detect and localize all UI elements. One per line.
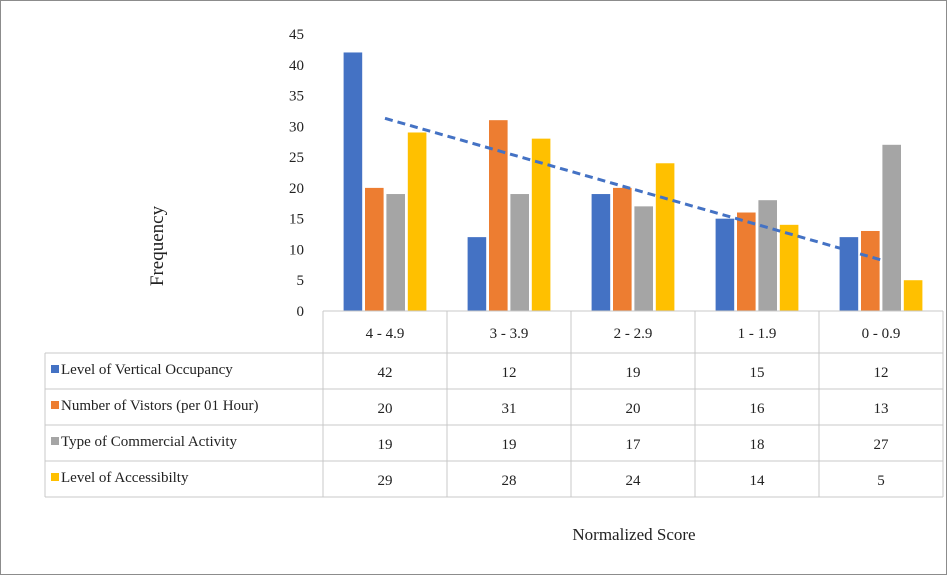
y-tick-label: 35	[289, 89, 304, 105]
legend-swatch	[51, 401, 59, 409]
y-tick-label: 20	[289, 181, 304, 197]
data-table-cell: 15	[750, 365, 765, 381]
bar	[343, 52, 363, 311]
trendline-group	[384, 116, 882, 262]
bar	[861, 230, 880, 311]
legend-swatch	[51, 365, 59, 373]
bar	[613, 187, 632, 311]
category-label: 2 - 2.9	[614, 326, 653, 342]
data-table-cell: 17	[626, 437, 642, 453]
y-axis-ticks: 0 5 10 15 20 25 30 35 40 45	[289, 27, 304, 320]
data-table-cell: 16	[750, 401, 766, 417]
data-table-cell: 42	[378, 365, 393, 381]
data-table-cell: 13	[874, 401, 889, 417]
bar	[737, 212, 756, 311]
bar	[591, 194, 611, 311]
legend-entry: Level of Accessibilty	[61, 470, 189, 486]
y-axis-label: Frequency	[147, 205, 168, 286]
category-label: 4 - 4.9	[366, 326, 405, 342]
bar	[407, 132, 427, 311]
bar	[365, 187, 384, 311]
legend-swatch	[51, 473, 59, 481]
category-label: 0 - 0.9	[862, 326, 901, 342]
data-table-cell: 20	[378, 401, 393, 417]
bar	[839, 237, 859, 311]
data-table-cell: 20	[626, 401, 641, 417]
bar	[531, 138, 551, 311]
legend-swatch	[51, 437, 59, 445]
y-tick-label: 45	[289, 27, 304, 43]
bar	[779, 224, 799, 311]
data-table-cell: 14	[750, 473, 766, 489]
bar	[903, 280, 923, 311]
y-tick-label: 40	[289, 58, 304, 74]
x-axis-label: Normalized Score	[572, 525, 695, 544]
legend-entry: Type of Commercial Activity	[61, 434, 237, 450]
y-tick-label: 5	[297, 273, 305, 289]
data-table-cell: 5	[877, 473, 885, 489]
bar	[655, 163, 675, 311]
category-label: 3 - 3.9	[490, 326, 529, 342]
bar	[634, 206, 653, 311]
y-tick-label: 15	[289, 212, 304, 228]
bar	[758, 200, 777, 311]
data-table-cell: 24	[626, 473, 642, 489]
y-tick-label: 30	[289, 119, 304, 135]
data-table-cell: 19	[502, 437, 517, 453]
bar	[386, 194, 405, 311]
data-table-cell: 18	[750, 437, 765, 453]
bar	[510, 194, 529, 311]
bars	[343, 52, 923, 311]
bar	[489, 120, 508, 311]
bar	[467, 237, 487, 311]
data-table-cell: 12	[874, 365, 889, 381]
data-table-cell: 29	[378, 473, 393, 489]
data-table-cell: 27	[874, 437, 890, 453]
trendline	[384, 116, 882, 262]
data-table-cell: 12	[502, 365, 517, 381]
y-tick-label: 25	[289, 150, 304, 166]
legend-entry: Number of Vistors (per 01 Hour)	[61, 398, 259, 414]
bar	[715, 218, 735, 311]
data-table-cell: 19	[626, 365, 641, 381]
data-table: 4 - 4.9 3 - 3.9 2 - 2.9 1 - 1.9 0 - 0.9 Level…	[44, 310, 944, 498]
y-tick-label: 0	[297, 304, 305, 320]
data-table-cell: 31	[502, 401, 517, 417]
legend-entry: Level of Vertical Occupancy	[61, 362, 233, 378]
y-tick-label: 10	[289, 242, 304, 258]
bar	[882, 144, 901, 311]
data-table-cell: 28	[502, 473, 517, 489]
data-table-cell: 19	[378, 437, 393, 453]
category-label: 1 - 1.9	[738, 326, 777, 342]
